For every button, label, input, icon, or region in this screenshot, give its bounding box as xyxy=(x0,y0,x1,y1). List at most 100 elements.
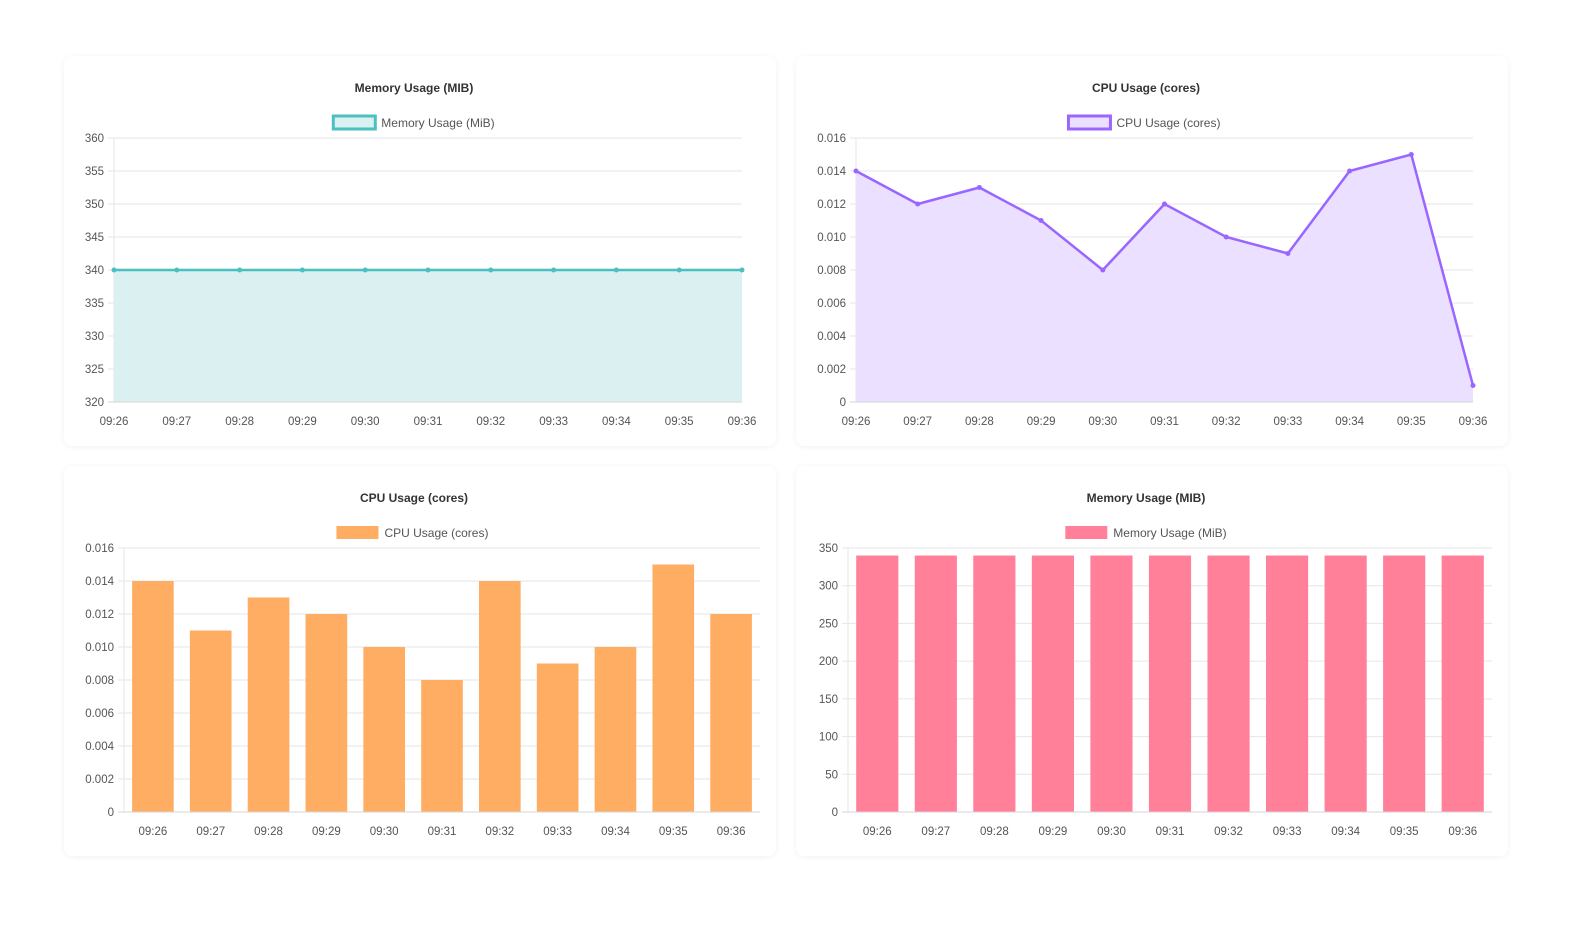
y-tick-label: 0.006 xyxy=(85,708,114,720)
y-tick-label: 250 xyxy=(819,618,838,630)
y-tick-label: 0.012 xyxy=(85,609,114,621)
y-tick-label: 0.004 xyxy=(85,741,114,753)
y-tick-label: 0 xyxy=(108,807,114,819)
x-tick-label: 09:34 xyxy=(1331,826,1360,838)
y-tick-label: 330 xyxy=(85,331,104,343)
bar[interactable] xyxy=(973,555,1016,812)
legend-label: CPU Usage (cores) xyxy=(384,526,488,540)
data-point[interactable] xyxy=(1223,234,1229,240)
data-point[interactable] xyxy=(1100,267,1106,273)
data-point[interactable] xyxy=(1285,251,1291,256)
data-point[interactable] xyxy=(111,267,117,273)
bar[interactable] xyxy=(1090,555,1133,812)
bar[interactable] xyxy=(1324,555,1367,812)
data-point[interactable] xyxy=(299,267,305,273)
y-tick-label: 325 xyxy=(85,364,104,376)
y-tick-label: 0.016 xyxy=(817,133,846,145)
data-point[interactable] xyxy=(613,267,619,273)
data-point[interactable] xyxy=(1162,201,1167,207)
x-tick-label: 09:32 xyxy=(1214,826,1243,838)
x-tick-label: 09:32 xyxy=(476,416,505,428)
bar[interactable] xyxy=(132,581,174,812)
x-tick-label: 09:31 xyxy=(428,826,457,838)
memory-line-chart-card: Memory Usage (MIB) Memory Usage (MiB) 360 3… xyxy=(64,56,776,446)
y-tick-label: 200 xyxy=(819,656,838,668)
x-tick-label: 09:35 xyxy=(659,826,688,838)
x-tick-label: 09:26 xyxy=(842,416,871,428)
bar[interactable] xyxy=(1383,555,1426,812)
chart-title: Memory Usage (MIB) xyxy=(355,81,474,95)
data-point[interactable] xyxy=(1470,383,1476,388)
legend[interactable]: Memory Usage (MiB) xyxy=(331,114,495,131)
x-tick-label: 09:26 xyxy=(139,826,168,838)
x-tick-label: 09:33 xyxy=(543,826,572,838)
data-point[interactable] xyxy=(915,201,921,207)
cpu-bar-chart: CPU Usage (cores) CPU Usage (cores) 0.016 0… xyxy=(85,491,760,838)
bar[interactable] xyxy=(189,630,232,813)
y-tick-label: 0.004 xyxy=(817,331,846,343)
y-tick-label: 50 xyxy=(825,769,838,781)
bar[interactable] xyxy=(652,564,695,813)
data-point[interactable] xyxy=(488,267,494,273)
y-tick-label: 340 xyxy=(85,265,104,277)
data-point[interactable] xyxy=(551,267,557,273)
data-point[interactable] xyxy=(174,267,180,273)
bar[interactable] xyxy=(1441,555,1484,812)
bar[interactable] xyxy=(421,680,463,812)
bar[interactable] xyxy=(479,581,521,812)
data-point[interactable] xyxy=(739,267,745,273)
bar[interactable] xyxy=(363,647,405,812)
legend-swatch xyxy=(336,526,379,539)
data-point[interactable] xyxy=(1408,152,1414,157)
data-point[interactable] xyxy=(1038,218,1044,223)
memory-bar-chart: Memory Usage (MIB) Memory Usage (MiB) 350 3… xyxy=(819,491,1492,838)
x-tick-label: 09:28 xyxy=(965,416,994,428)
y-tick-label: 100 xyxy=(819,732,838,744)
x-tick-label: 09:31 xyxy=(414,416,443,428)
bar[interactable] xyxy=(536,663,579,813)
bar[interactable] xyxy=(594,647,637,812)
y-tick-label: 0.002 xyxy=(85,774,114,786)
bar[interactable] xyxy=(1148,555,1192,812)
bar[interactable] xyxy=(1031,555,1074,812)
bar[interactable] xyxy=(1207,555,1250,812)
bar[interactable] xyxy=(247,597,290,813)
x-tick-label: 09:27 xyxy=(903,416,932,428)
legend[interactable]: Memory Usage (MiB) xyxy=(1065,526,1227,540)
y-tick-label: 345 xyxy=(85,232,104,244)
y-tick-label: 0.008 xyxy=(817,265,846,277)
legend[interactable]: CPU Usage (cores) xyxy=(336,526,488,540)
y-tick-label: 0 xyxy=(840,397,846,409)
bar[interactable] xyxy=(856,555,899,812)
legend[interactable]: CPU Usage (cores) xyxy=(1066,114,1220,131)
y-tick-label: 0.010 xyxy=(817,232,846,244)
bar[interactable] xyxy=(710,614,752,812)
data-point[interactable] xyxy=(1347,168,1353,174)
bar[interactable] xyxy=(914,555,957,812)
data-point[interactable] xyxy=(676,267,682,273)
x-tick-label: 09:35 xyxy=(665,416,694,428)
y-tick-label: 300 xyxy=(819,581,838,593)
data-point[interactable] xyxy=(362,267,368,273)
memory-line-chart: Memory Usage (MIB) Memory Usage (MiB) 360 3… xyxy=(85,81,757,428)
y-tick-label: 0.014 xyxy=(817,166,846,178)
bar[interactable] xyxy=(305,614,348,812)
data-point[interactable] xyxy=(976,185,982,190)
x-tick-label: 09:28 xyxy=(254,826,283,838)
legend-label: CPU Usage (cores) xyxy=(1116,116,1220,130)
x-tick-label: 09:36 xyxy=(1459,416,1488,428)
x-tick-label: 09:27 xyxy=(196,826,225,838)
x-tick-label: 09:29 xyxy=(312,826,341,838)
y-tick-label: 0.016 xyxy=(85,543,114,555)
data-point[interactable] xyxy=(237,267,243,273)
y-tick-label: 360 xyxy=(85,133,104,145)
data-point[interactable] xyxy=(853,168,859,174)
x-tick-label: 09:34 xyxy=(601,826,630,838)
x-tick-label: 09:28 xyxy=(225,416,254,428)
x-tick-label: 09:35 xyxy=(1397,416,1426,428)
area-fill xyxy=(114,270,742,402)
x-tick-label: 09:34 xyxy=(602,416,631,428)
data-point[interactable] xyxy=(425,267,431,273)
x-tick-label: 09:32 xyxy=(485,826,514,838)
bar[interactable] xyxy=(1266,555,1309,812)
